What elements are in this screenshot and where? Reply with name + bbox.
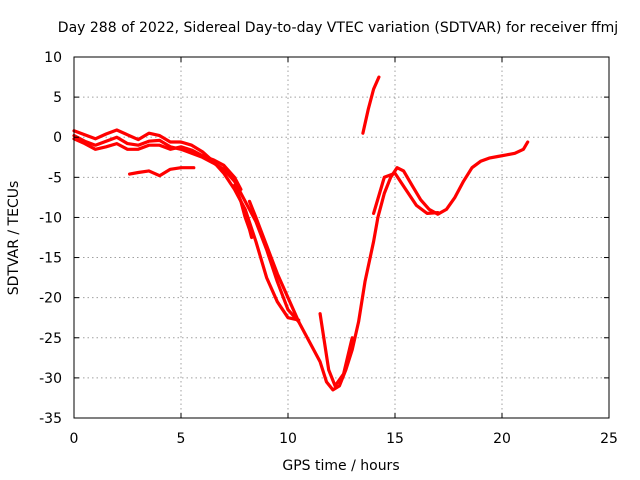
y-tick-label: 5 [53, 90, 62, 106]
y-tick-label: 0 [53, 130, 62, 146]
chart-title: Day 288 of 2022, Sidereal Day-to-day VTE… [58, 20, 618, 36]
y-tick-label: -35 [39, 411, 62, 427]
x-axis-label: GPS time / hours [282, 458, 399, 474]
y-tick-label: -25 [39, 331, 62, 347]
plot-frame [73, 56, 610, 419]
y-tick-label: -20 [39, 291, 62, 307]
x-tick-label: 0 [70, 431, 79, 447]
series-track-2 [72, 134, 301, 324]
tick-labels: 0 5 10 15 20 25 10 5 0 -5 -10 -15 -20 -25 -30 -35 [39, 50, 618, 447]
y-tick-label: -15 [39, 251, 62, 267]
series-track-9 [361, 75, 381, 135]
y-axis-label: SDTVAR / TECUs [6, 181, 22, 296]
series-track-1 [72, 128, 301, 322]
series-layer [72, 75, 530, 392]
series-track-7 [318, 312, 354, 388]
y-tick-label: -10 [39, 210, 62, 226]
grid [74, 57, 609, 418]
x-tick-label: 25 [600, 431, 618, 447]
y-tick-label: 10 [44, 50, 62, 66]
series-track-6 [247, 140, 530, 392]
x-tick-label: 5 [177, 431, 186, 447]
x-tick-label: 10 [279, 431, 297, 447]
y-tick-label: -5 [48, 170, 62, 186]
series-track-3 [72, 137, 243, 191]
x-tick-label: 15 [386, 431, 404, 447]
series-track-5 [128, 166, 196, 178]
series-track-8 [372, 171, 440, 215]
x-tick-label: 20 [493, 431, 511, 447]
y-tick-label: -30 [39, 371, 62, 387]
series-track-4 [232, 183, 254, 240]
